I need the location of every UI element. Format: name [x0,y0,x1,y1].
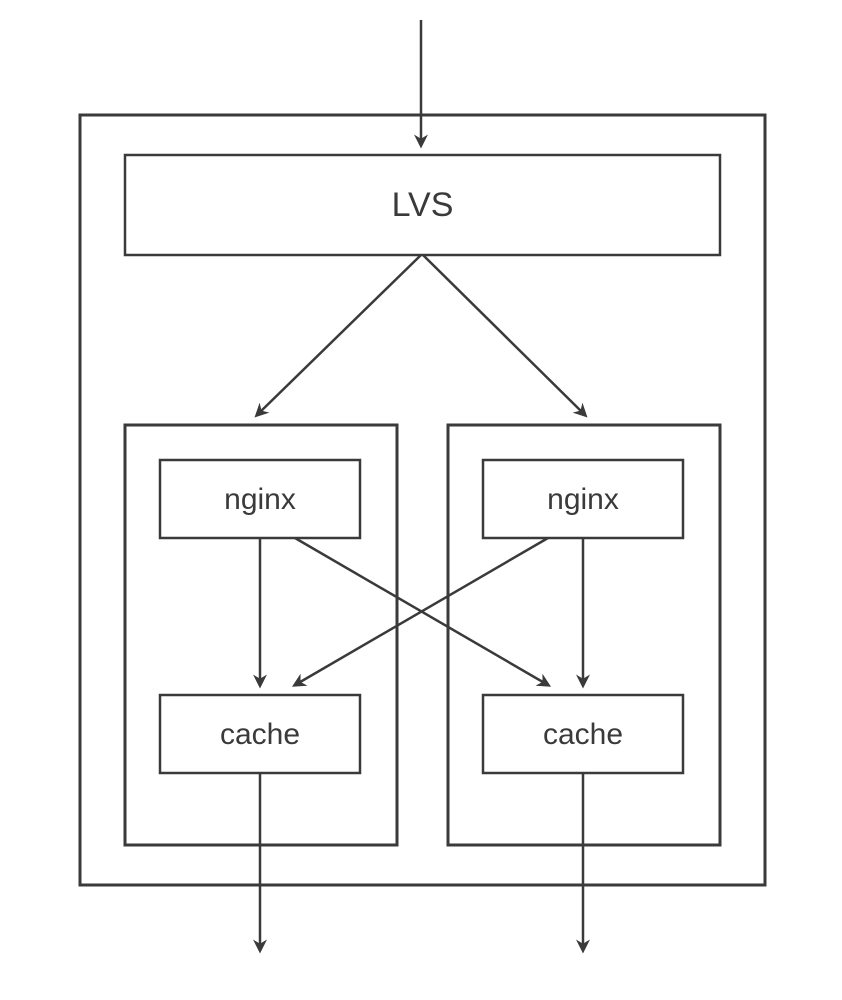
architecture-diagram: LVS nginx nginx cache cache [0,0,842,1000]
lvs-label: LVS [392,186,454,224]
edge-lvs-to-left [257,255,421,415]
nginx-right-label: nginx [547,483,619,516]
cache-left-label: cache [220,718,300,751]
nginx-left-label: nginx [224,483,296,516]
edge-lvs-to-right [423,255,585,415]
cache-right-label: cache [543,718,623,751]
